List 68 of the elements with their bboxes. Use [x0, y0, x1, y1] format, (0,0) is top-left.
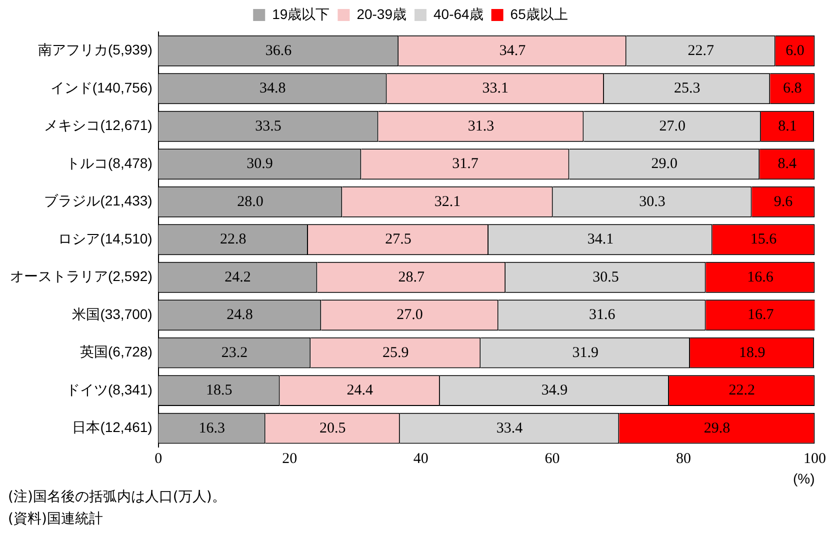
data-label: 30.9	[246, 156, 273, 172]
data-label: 31.9	[572, 344, 598, 361]
data-label: 16.6	[747, 269, 774, 286]
data-label: 27.5	[385, 232, 412, 248]
data-label: 34.7	[499, 42, 526, 59]
data-label: 9.6	[774, 194, 794, 210]
data-label: 6.0	[786, 42, 804, 59]
y-tick-label: 南アフリカ(5,939)	[38, 42, 152, 58]
data-label: 27.0	[659, 118, 686, 134]
data-label: 24.4	[346, 382, 374, 399]
data-label: 34.8	[259, 80, 286, 97]
x-axis-title: (%)	[792, 470, 815, 486]
data-label: 22.7	[688, 42, 714, 59]
legend-label: 19歳以下	[272, 6, 330, 22]
x-tick-label: 60	[544, 451, 560, 468]
x-tick-label: 40	[413, 451, 428, 468]
text: (注)国名後の括弧内は人口(万人)。	[8, 488, 226, 507]
data-label: 31.3	[468, 118, 494, 134]
data-label: 22.2	[728, 382, 756, 399]
data-label: 33.1	[482, 80, 509, 97]
data-label: 36.6	[265, 42, 292, 59]
data-label: 8.4	[778, 156, 798, 172]
data-label: 33.4	[496, 420, 524, 436]
y-tick-label: 英国(6,728)	[80, 344, 152, 360]
data-label: 23.2	[221, 344, 248, 361]
data-label: 8.1	[778, 118, 797, 134]
legend-label: 20-39歳	[356, 6, 407, 22]
y-tick-label: ブラジル(21,433)	[44, 192, 152, 209]
data-label: 22.8	[220, 232, 246, 248]
data-label: 29.8	[704, 420, 730, 436]
data-label: 25.3	[674, 80, 700, 97]
data-label: 28.0	[237, 194, 264, 210]
y-tick-label: オーストラリア(2,592)	[10, 268, 152, 284]
data-label: 18.9	[738, 344, 766, 361]
data-label: 18.5	[206, 382, 232, 399]
data-label: 27.0	[396, 307, 423, 324]
y-tick-label: インド(140,756)	[50, 79, 152, 96]
data-label: 16.3	[198, 420, 225, 436]
text: (資料)国連統計	[8, 510, 104, 529]
legend-label: 40-64歳	[434, 6, 484, 22]
data-label: 31.6	[588, 307, 616, 324]
data-label: 33.5	[255, 118, 282, 134]
data-label: 34.1	[587, 232, 614, 248]
data-label: 16.7	[747, 307, 774, 324]
data-label: 15.6	[750, 232, 778, 248]
data-label: 34.9	[541, 382, 568, 399]
data-label: 30.5	[592, 269, 619, 286]
data-label: 25.9	[382, 344, 409, 361]
y-tick-label: ドイツ(8,341)	[66, 381, 152, 398]
data-label: 29.0	[651, 156, 678, 172]
data-label: 28.7	[398, 269, 426, 286]
data-label: 32.1	[434, 194, 461, 210]
x-tick-label: 20	[282, 451, 298, 468]
data-label: 24.2	[224, 269, 251, 286]
data-label: 24.8	[226, 307, 253, 324]
x-tick-label: 0	[154, 451, 162, 468]
y-tick-label: メキシコ(12,671)	[44, 117, 152, 134]
legend-label: 65歳以上	[510, 6, 568, 22]
data-label: 31.7	[452, 156, 479, 172]
y-tick-label: トルコ(8,478)	[66, 154, 152, 171]
y-tick-label: 米国(33,700)	[72, 306, 152, 322]
data-label: 6.8	[783, 80, 802, 97]
x-tick-label: 80	[676, 451, 691, 468]
data-label: 20.5	[320, 420, 346, 436]
y-tick-label: ロシア(14,510)	[58, 230, 152, 246]
data-label: 30.3	[639, 194, 666, 210]
y-tick-label: 日本(12,461)	[72, 419, 152, 436]
x-tick-label: 100	[804, 451, 826, 468]
